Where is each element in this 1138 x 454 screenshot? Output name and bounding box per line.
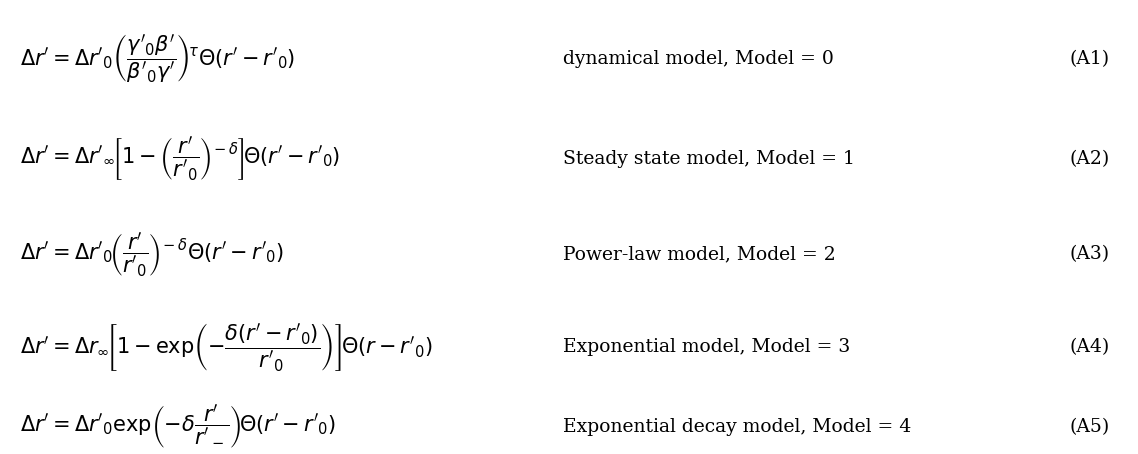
- Text: $\Delta r' = \Delta r'_0\left(\dfrac{\gamma'_0\beta'}{\beta'_0\gamma'}\right)^{\: $\Delta r' = \Delta r'_0\left(\dfrac{\ga…: [20, 32, 296, 86]
- Text: Steady state model, Model = 1: Steady state model, Model = 1: [563, 150, 855, 168]
- Text: (A3): (A3): [1070, 245, 1110, 263]
- Text: $\Delta r' = \Delta r_\infty\!\left[1-\exp\!\left(-\dfrac{\delta(r'-r'_0)}{r'_0}: $\Delta r' = \Delta r_\infty\!\left[1-\e…: [20, 321, 432, 373]
- Text: (A4): (A4): [1070, 338, 1110, 356]
- Text: Power-law model, Model = 2: Power-law model, Model = 2: [563, 245, 836, 263]
- Text: $\Delta r' = \Delta r'_0\exp\!\left(-\delta\dfrac{r'}{r'_-}\right)\!\Theta(r' - : $\Delta r' = \Delta r'_0\exp\!\left(-\de…: [20, 403, 337, 451]
- Text: Exponential decay model, Model = 4: Exponential decay model, Model = 4: [563, 418, 912, 436]
- Text: Exponential model, Model = 3: Exponential model, Model = 3: [563, 338, 850, 356]
- Text: (A5): (A5): [1070, 418, 1110, 436]
- Text: $\Delta r' = \Delta r'_0\!\left(\dfrac{r'}{r'_0}\right)^{\!-\delta}\Theta(r' - r: $\Delta r' = \Delta r'_0\!\left(\dfrac{r…: [20, 230, 284, 279]
- Text: (A1): (A1): [1070, 50, 1110, 68]
- Text: (A2): (A2): [1070, 150, 1110, 168]
- Text: $\Delta r' = \Delta r'_\infty\!\left[1-\left(\dfrac{r'}{r'_0}\right)^{\!-\delta}: $\Delta r' = \Delta r'_\infty\!\left[1-\…: [20, 134, 340, 183]
- Text: dynamical model, Model = 0: dynamical model, Model = 0: [563, 50, 834, 68]
